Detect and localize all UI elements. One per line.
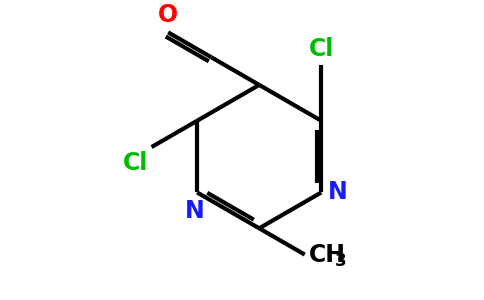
Text: Cl: Cl — [309, 38, 334, 62]
Text: N: N — [328, 181, 348, 205]
Text: N: N — [185, 199, 205, 223]
Text: 3: 3 — [335, 252, 347, 270]
Text: CH: CH — [309, 243, 346, 267]
Text: O: O — [158, 3, 178, 27]
Text: Cl: Cl — [122, 151, 148, 175]
